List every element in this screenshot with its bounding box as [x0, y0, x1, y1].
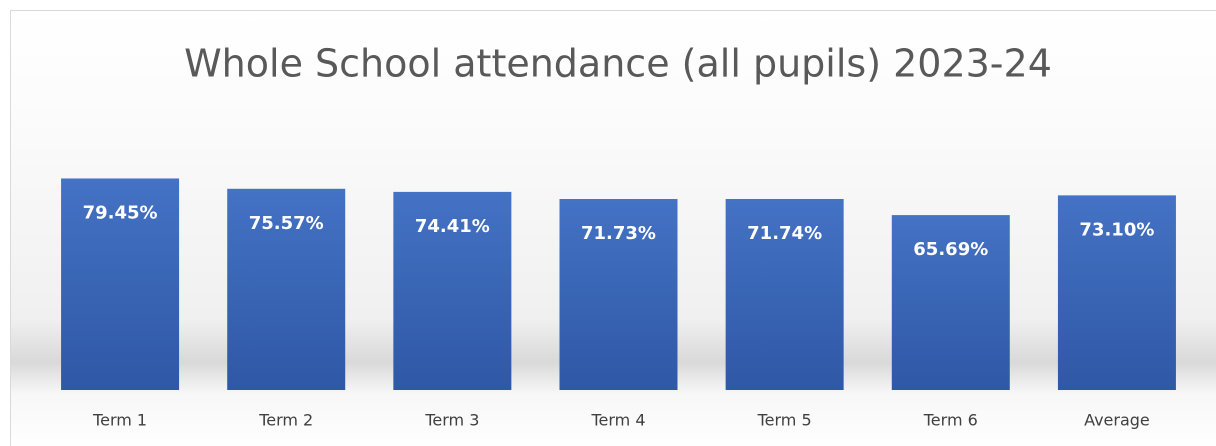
- x-tick-label: Term 5: [757, 411, 812, 430]
- data-label: 65.69%: [913, 239, 988, 260]
- bar: [61, 178, 180, 390]
- bar: [725, 198, 844, 390]
- x-tick-label: Term 2: [258, 411, 313, 430]
- data-label: 71.74%: [747, 223, 822, 244]
- data-label: 79.45%: [83, 202, 158, 223]
- bar: [891, 215, 1010, 390]
- bar: [559, 199, 678, 390]
- chart-title: Whole School attendance (all pupils) 202…: [184, 42, 1052, 86]
- data-label: 71.73%: [581, 223, 656, 244]
- x-tick-label: Average: [1084, 411, 1150, 430]
- data-label: 75.57%: [249, 213, 324, 234]
- x-tick-label: Term 1: [92, 411, 147, 430]
- x-tick-label: Term 3: [424, 411, 479, 430]
- x-tick-label: Term 4: [590, 411, 645, 430]
- x-tick-label: Term 6: [923, 411, 978, 430]
- bar: [1057, 195, 1176, 390]
- bar: [393, 191, 512, 390]
- data-label: 74.41%: [415, 216, 490, 237]
- bar: [227, 188, 346, 390]
- data-label: 73.10%: [1079, 219, 1154, 240]
